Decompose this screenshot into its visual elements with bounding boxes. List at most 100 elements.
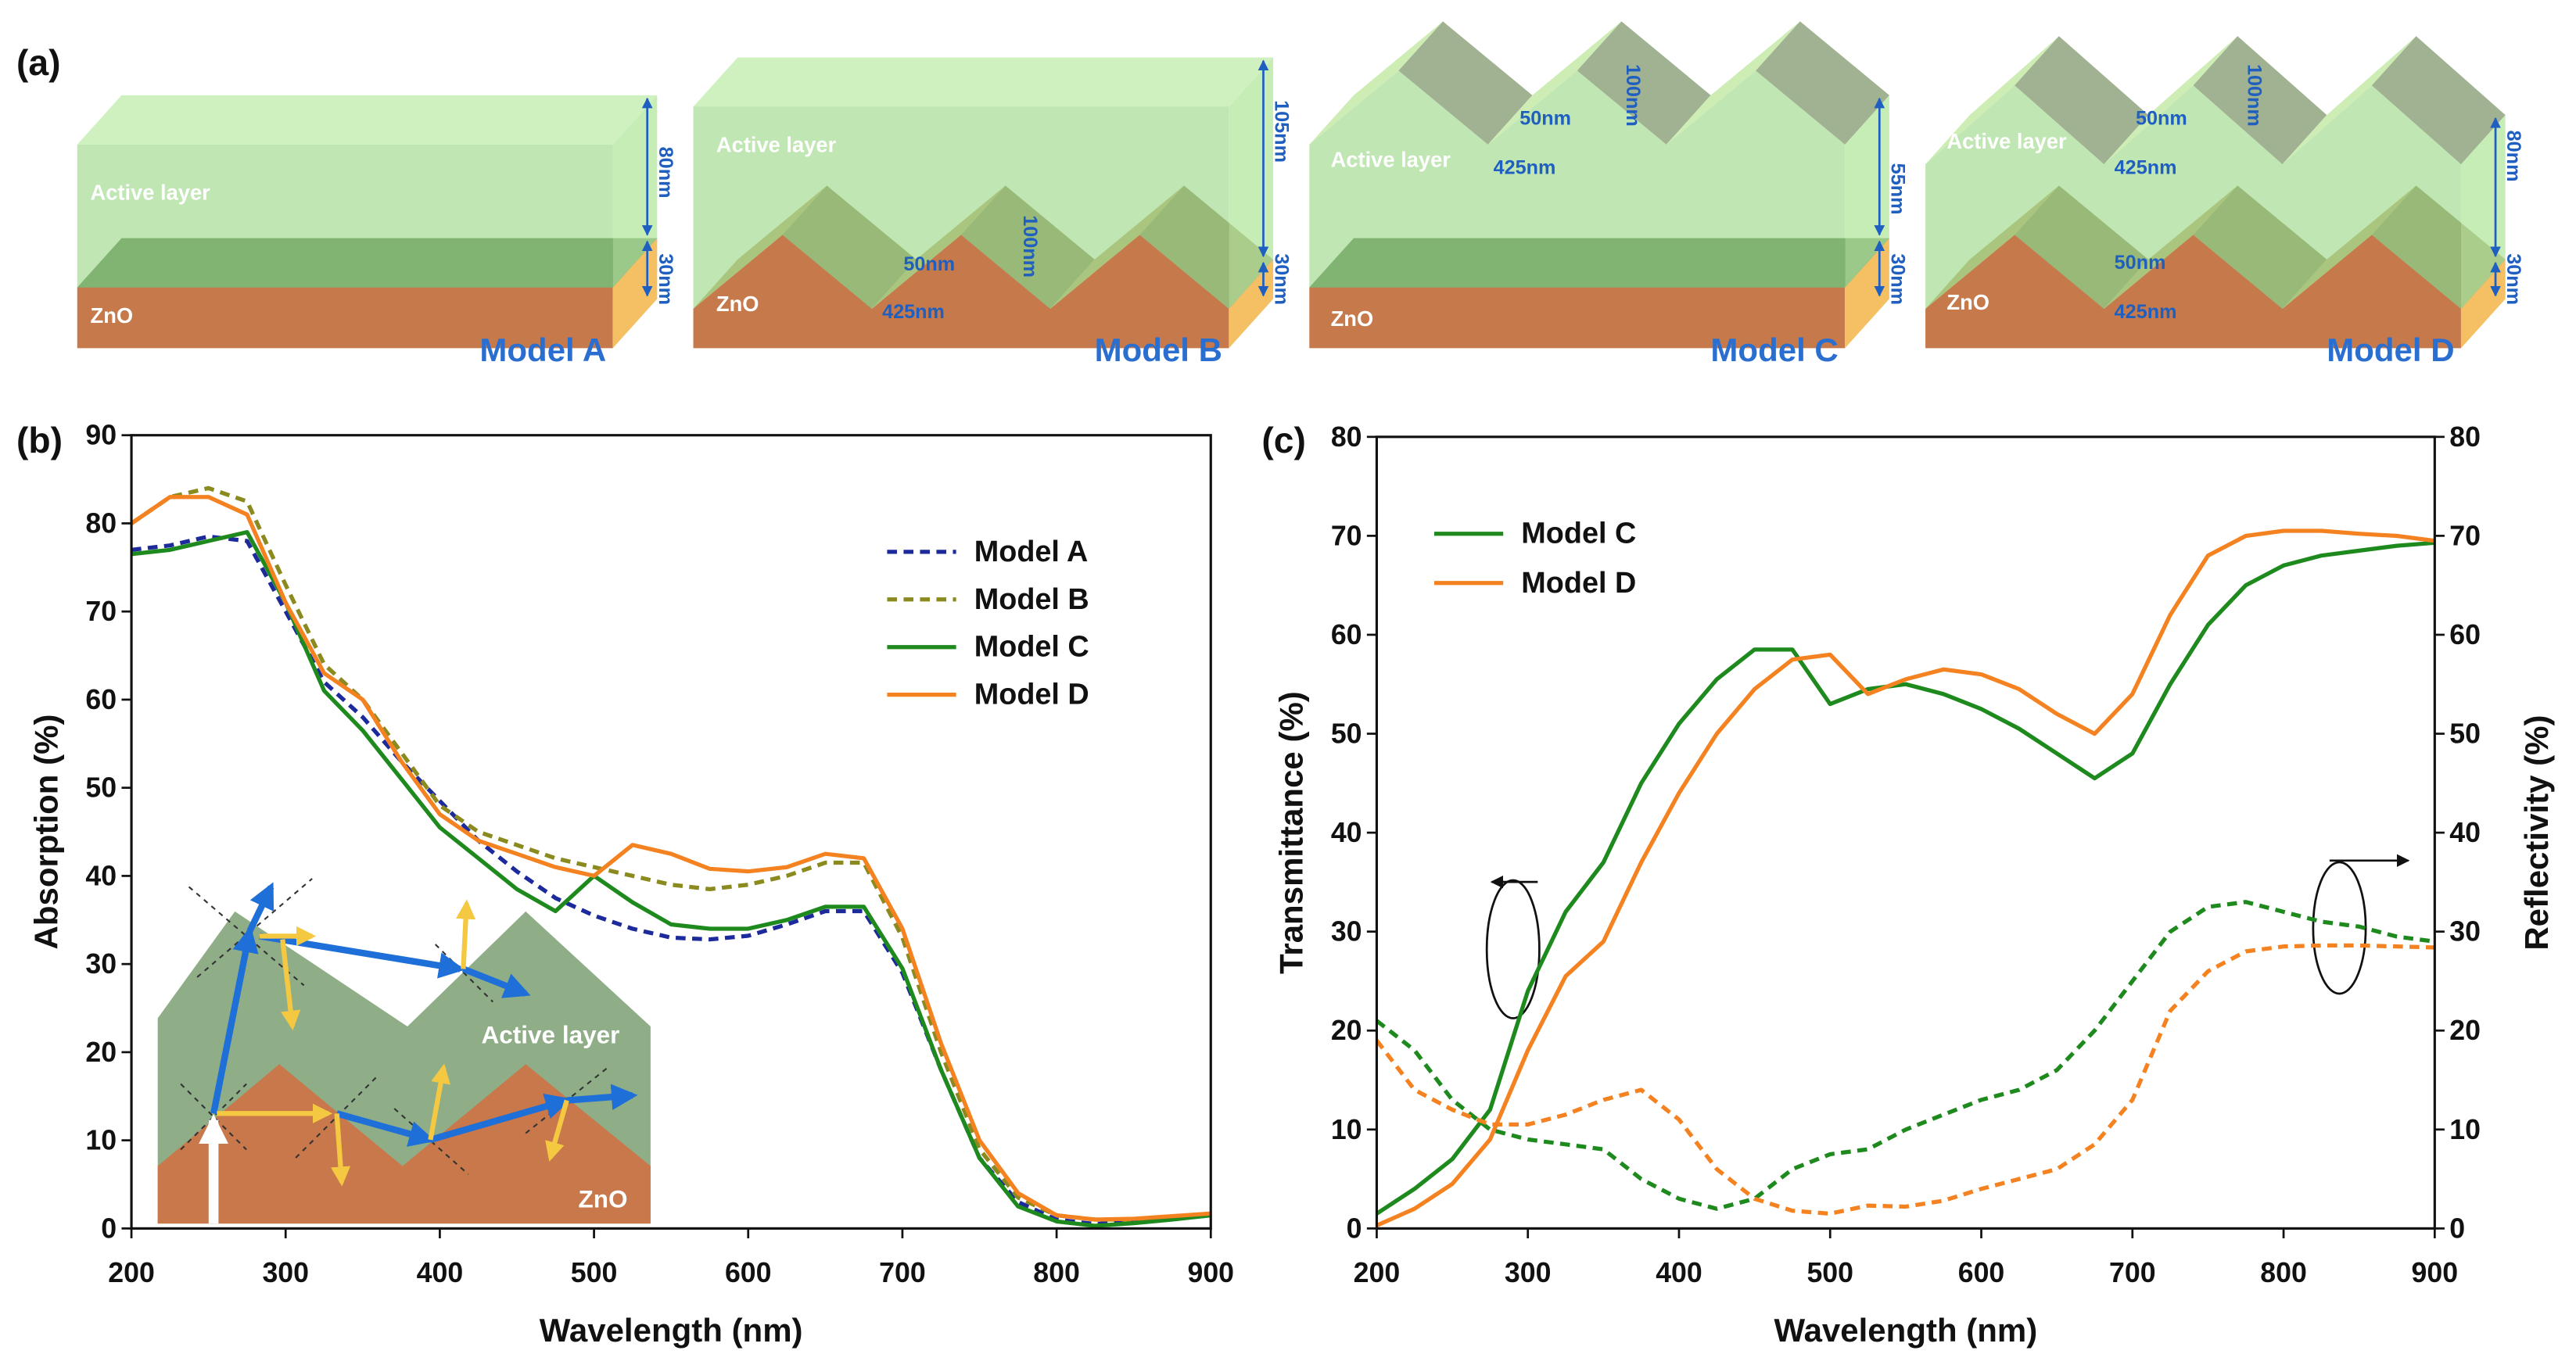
y-tick-label: 10 (85, 1125, 117, 1156)
y-tick-label: 30 (1331, 916, 1362, 948)
active-top (1756, 21, 1889, 145)
active-front (1925, 85, 2461, 309)
y-tick-label: 40 (85, 860, 117, 891)
y-tick-label: 30 (85, 948, 117, 980)
dimension-label: 425nm (1494, 156, 1556, 178)
y-tick-label: 20 (1331, 1015, 1362, 1046)
legend-label: Model A (974, 536, 1089, 568)
active-top (1577, 21, 1711, 145)
y2-tick-label: 70 (2449, 520, 2481, 551)
dimension-label: 100nm (1622, 64, 1644, 127)
plot-frame (130, 434, 1212, 1230)
annotations (1485, 854, 2410, 1019)
inset-label: Active layer (482, 1020, 620, 1048)
dimension-label: 80nm (655, 147, 676, 199)
plot-frame (1375, 435, 2436, 1230)
x-tick-label: 500 (571, 1257, 618, 1288)
dimension-label: 30nm (655, 253, 676, 305)
y2-tick-label: 10 (2449, 1114, 2481, 1145)
panel-label: (c) (1261, 420, 1305, 460)
zno-front (77, 287, 613, 349)
layer-label: ZnO (1946, 290, 1989, 314)
series-line (1376, 900, 2435, 1211)
x-tick-label: 400 (1656, 1257, 1702, 1288)
model-label: Model C (1710, 331, 1838, 368)
x-tick-label: 800 (2260, 1257, 2307, 1288)
y-tick-label: 60 (85, 684, 117, 715)
x-tick-label: 300 (1505, 1257, 1552, 1288)
active-top (2282, 36, 2416, 165)
y-tick-label: 50 (1331, 718, 1362, 750)
y-tick-label: 70 (85, 596, 117, 627)
model-label: Model B (1095, 331, 1222, 368)
y-axis-title: Transmittance (%) (1273, 691, 1310, 974)
dimension-label: 425nm (2115, 156, 2177, 178)
model-label: Model A (479, 331, 606, 368)
y2-tick-label: 80 (2449, 421, 2481, 453)
x-tick-label: 900 (1187, 1257, 1234, 1288)
x-tick-label: 300 (262, 1257, 309, 1288)
inset-zno (157, 1064, 651, 1224)
legend-label: Model D (1521, 567, 1636, 600)
y-axis-title: Absorption (%) (27, 715, 64, 950)
x-tick-label: 600 (1958, 1257, 2005, 1288)
active-top (2015, 36, 2149, 165)
zno-front (1925, 235, 2461, 349)
dimension-label: 30nm (1886, 253, 1908, 305)
y-tick-label: 40 (1331, 817, 1362, 848)
active-top (77, 95, 658, 145)
dimension-label: 425nm (2115, 301, 2177, 323)
layer-label: ZnO (716, 292, 759, 316)
layer-label: Active layer (716, 132, 837, 156)
layer-label: ZnO (1331, 306, 1374, 331)
active-top (2104, 36, 2238, 165)
active-top (1309, 21, 1444, 145)
y-tick-label: 10 (1331, 1114, 1362, 1145)
x-axis-title: Wavelength (nm) (1774, 1312, 2037, 1349)
x-tick-label: 700 (879, 1257, 926, 1288)
x-tick-label: 500 (1806, 1257, 1853, 1288)
dimension-label: 80nm (2502, 131, 2524, 182)
layer-label: Active layer (91, 180, 211, 204)
x-axis-title: Wavelength (nm) (540, 1312, 803, 1349)
dimension-label: 100nm (2243, 64, 2265, 127)
dimension-label: 50nm (903, 253, 955, 275)
y-tick-label: 90 (85, 420, 117, 451)
zno-front (693, 235, 1229, 349)
x-tick-label: 700 (2109, 1257, 2156, 1288)
active-front (1309, 70, 1846, 288)
y2-tick-label: 0 (2449, 1213, 2465, 1244)
dimension-label: 105nm (1271, 100, 1293, 163)
dimension-label: 50nm (2115, 252, 2166, 274)
x-tick-label: 900 (2412, 1257, 2459, 1288)
inset-schematic (157, 878, 651, 1224)
dimension-label: 425nm (882, 301, 945, 323)
dimension-label: 50nm (2136, 107, 2187, 129)
zno-front (1309, 287, 1846, 349)
legend-label: Model D (974, 679, 1089, 711)
y2-tick-label: 60 (2449, 619, 2481, 650)
dimension-label: 50nm (1519, 107, 1571, 129)
legend-label: Model B (974, 583, 1089, 616)
active-top (1925, 36, 2059, 165)
series-line (131, 530, 1211, 1228)
y2-tick-label: 40 (2449, 817, 2481, 848)
active-top (1398, 21, 1533, 145)
y-tick-label: 80 (85, 507, 117, 539)
y2-axis-title: Reflectivity (%) (2518, 715, 2555, 951)
series-line (1376, 528, 2435, 1228)
dimension-label: 100nm (1019, 215, 1041, 278)
x-tick-label: 200 (1354, 1257, 1401, 1288)
layer-label: Active layer (1946, 129, 2067, 153)
legend-label: Model C (1521, 518, 1636, 550)
annotation-ellipse (2312, 861, 2367, 995)
series-line (131, 485, 1211, 1222)
model-label: Model D (2327, 331, 2454, 368)
legend-label: Model C (974, 631, 1089, 664)
active-top (1666, 21, 1800, 145)
x-tick-label: 400 (417, 1257, 464, 1288)
y2-tick-label: 50 (2449, 718, 2481, 750)
y-tick-label: 60 (1331, 619, 1362, 650)
panel-label: (a) (16, 42, 60, 83)
